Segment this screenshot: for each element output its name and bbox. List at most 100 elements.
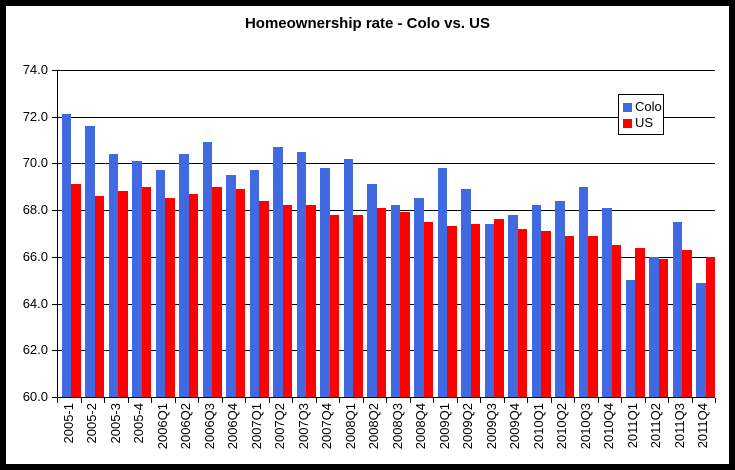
bar-colo-2011Q4: [696, 282, 706, 397]
x-axis-tick: [221, 398, 223, 403]
bar-us-2005-1: [71, 184, 81, 397]
legend-item-us: US: [623, 115, 663, 131]
x-axis-label-2007Q1: 2007Q1: [248, 403, 264, 450]
x-axis-label-2011Q2: 2011Q2: [648, 403, 664, 449]
x-axis-label-2007Q4: 2007Q4: [319, 403, 335, 450]
y-axis-label: 68.0: [22, 202, 48, 218]
bar-colo-2010Q3: [578, 186, 588, 397]
x-axis-tick: [339, 398, 340, 403]
bar-colo-2006Q4: [226, 175, 236, 397]
x-axis-label-2008Q3: 2008Q3: [389, 403, 405, 450]
x-axis-label-2010Q1: 2010Q1: [530, 403, 546, 450]
x-axis-tick: [456, 398, 458, 403]
legend-label-colo: Colo: [635, 99, 662, 114]
bar-us-2008Q4: [423, 221, 433, 397]
x-axis-label-2006Q4: 2006Q4: [225, 403, 241, 450]
x-axis-tick: [503, 398, 505, 403]
bar-us-2008Q3: [400, 212, 410, 397]
x-axis-label-2007Q3: 2007Q3: [295, 403, 311, 450]
x-axis-tick: [644, 398, 646, 403]
bar-us-2011Q1: [635, 247, 645, 397]
x-axis-tick: [104, 398, 105, 403]
x-axis-label-2006Q1: 2006Q1: [154, 403, 170, 450]
bar-us-2009Q2: [470, 224, 480, 397]
bar-us-2005-2: [94, 196, 104, 397]
bar-colo-2011Q1: [625, 280, 635, 397]
gridline-66.0: [57, 256, 715, 258]
bar-colo-2010Q2: [555, 200, 565, 397]
bar-colo-2006Q1: [155, 170, 165, 397]
bar-colo-2005-4: [132, 161, 142, 397]
legend-box: Colo US: [618, 94, 664, 135]
bar-colo-2006Q2: [179, 154, 189, 397]
legend-item-colo: Colo: [623, 99, 663, 115]
x-axis-label-2009Q2: 2009Q2: [460, 403, 476, 450]
gridline-62.0: [57, 350, 715, 352]
x-axis-tick: [127, 398, 129, 403]
x-axis-tick: [174, 398, 176, 403]
x-axis-tick: [574, 398, 575, 403]
bar-us-2009Q1: [447, 226, 457, 397]
x-axis-label-2010Q3: 2010Q3: [577, 403, 593, 450]
bar-colo-2007Q2: [273, 147, 283, 397]
bar-us-2010Q4: [611, 245, 621, 397]
x-axis-tick: [480, 398, 481, 403]
bar-us-2008Q1: [353, 214, 363, 397]
bar-colo-2010Q1: [531, 205, 541, 397]
bar-colo-2008Q1: [343, 158, 353, 397]
x-axis-tick: [597, 398, 599, 403]
x-axis-label-2007Q2: 2007Q2: [272, 403, 288, 450]
y-axis-tick: [52, 116, 57, 118]
legend-swatch-us-icon: [623, 118, 632, 128]
x-axis-tick: [151, 398, 152, 403]
gridline-74.0: [57, 70, 715, 71]
x-axis-tick: [245, 398, 246, 403]
x-axis-tick: [527, 398, 528, 403]
bar-us-2007Q1: [259, 200, 269, 397]
x-axis-tick: [315, 398, 317, 403]
y-axis-tick: [52, 397, 57, 398]
bar-us-2010Q3: [588, 235, 598, 397]
x-axis-tick: [409, 398, 411, 403]
x-axis-tick: [621, 398, 622, 403]
bar-colo-2008Q2: [367, 184, 377, 397]
x-axis-label-2009Q3: 2009Q3: [483, 403, 499, 450]
x-axis-label-2011Q1: 2011Q1: [624, 403, 640, 449]
bar-us-2011Q4: [705, 256, 715, 397]
bar-colo-2008Q4: [414, 198, 424, 397]
y-axis-label: 64.0: [22, 295, 48, 311]
x-axis-tick: [198, 398, 199, 403]
x-axis-label-2008Q2: 2008Q2: [366, 403, 382, 450]
bar-us-2007Q2: [282, 205, 292, 397]
x-axis-tick: [362, 398, 364, 403]
bar-us-2010Q2: [564, 235, 574, 397]
bar-us-2011Q2: [658, 259, 668, 397]
x-axis-tick: [57, 398, 58, 403]
bar-us-2006Q1: [165, 198, 175, 397]
bar-colo-2006Q3: [202, 142, 212, 397]
y-axis-label: 70.0: [22, 155, 48, 171]
bar-colo-2005-3: [108, 154, 118, 397]
x-axis-label-2006Q2: 2006Q2: [178, 403, 194, 450]
x-axis-tick: [715, 398, 716, 403]
bar-colo-2011Q2: [649, 256, 659, 397]
bar-colo-2007Q1: [249, 170, 259, 397]
bar-colo-2009Q4: [508, 214, 518, 397]
x-axis-tick: [550, 398, 552, 403]
x-axis-label-2009Q1: 2009Q1: [436, 403, 452, 450]
bar-colo-2009Q3: [484, 224, 494, 397]
bar-us-2007Q4: [329, 214, 339, 397]
x-axis-tick: [433, 398, 434, 403]
bar-colo-2008Q3: [390, 205, 400, 397]
bar-colo-2007Q4: [320, 168, 330, 397]
x-axis-tick: [386, 398, 387, 403]
bar-us-2009Q3: [494, 219, 504, 397]
bar-us-2006Q4: [235, 189, 245, 397]
x-axis-label-2005-3: 2005-3: [107, 403, 123, 444]
y-axis-tick: [52, 163, 57, 165]
bar-colo-2005-2: [85, 126, 95, 397]
x-axis-label-2010Q2: 2010Q2: [554, 403, 570, 450]
bar-colo-2007Q3: [296, 151, 306, 397]
x-axis-label-2011Q4: 2011Q4: [695, 403, 711, 449]
